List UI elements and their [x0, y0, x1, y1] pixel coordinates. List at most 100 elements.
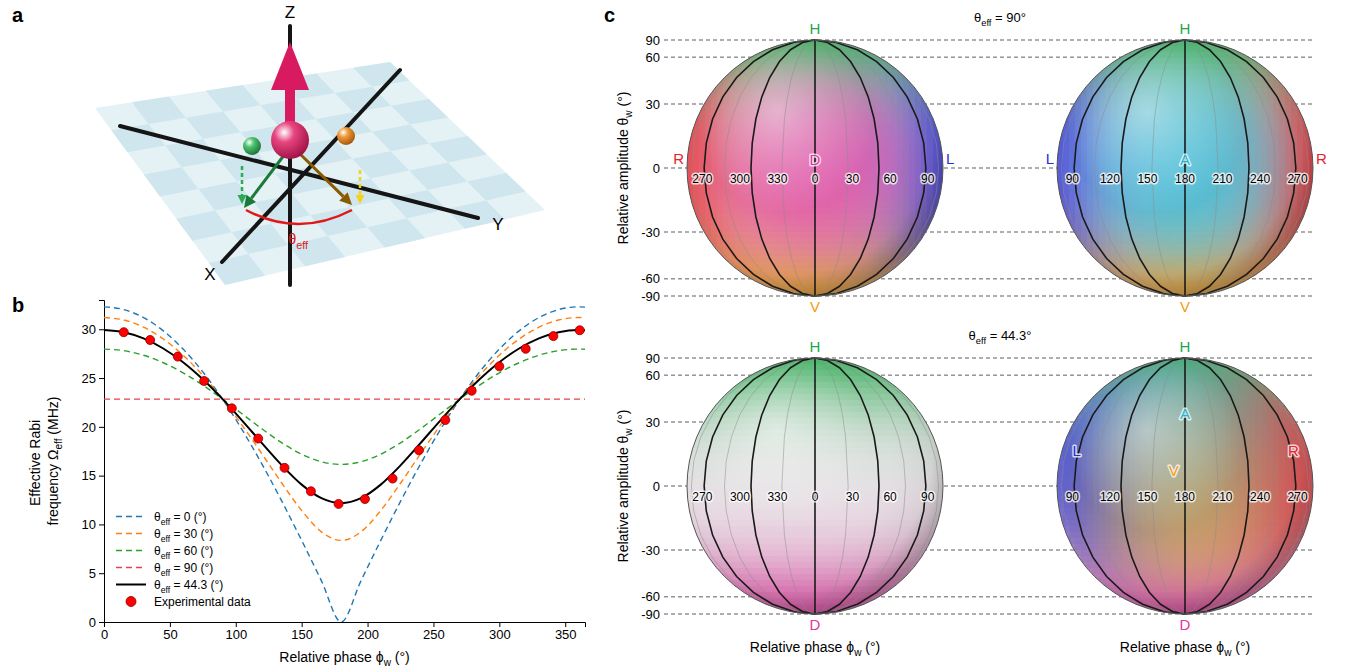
sphere-cell — [693, 106, 700, 113]
x-axis — [222, 70, 400, 262]
phase-tick-label: 60 — [883, 172, 897, 186]
sphere-cell — [927, 100, 934, 107]
meridian — [815, 40, 926, 296]
text-run: Experimental data — [154, 595, 251, 609]
figure: aZYXθeffb0501001502002503003500510152025… — [0, 0, 1351, 672]
text-run: frequency — [45, 460, 61, 525]
y-tick-mark — [99, 378, 104, 379]
text-run: (°) — [391, 649, 410, 665]
sphere-cell — [1057, 208, 1064, 215]
yellow-dashed-arrow-head — [356, 195, 365, 204]
sphere-cell — [1063, 106, 1070, 113]
data-point — [254, 434, 263, 443]
latitude-tick-label: -90 — [641, 289, 660, 304]
meridian — [815, 40, 879, 296]
meridian — [691, 40, 815, 296]
text-run: (°) — [615, 92, 631, 111]
sphere-rim — [687, 40, 943, 296]
plane-cell — [176, 211, 231, 241]
text-run: = 60 (°) — [170, 544, 213, 558]
panel-letter: c — [604, 4, 615, 26]
sphere-base — [687, 40, 943, 296]
x-tick-label: 100 — [225, 627, 247, 642]
legend-label: θeff = 44.3 (°) — [154, 578, 223, 595]
text-run: Relative phase — [279, 649, 376, 665]
sphere-cell — [1081, 250, 1088, 257]
latitude-tick-label: -60 — [641, 271, 660, 286]
sphere-cell — [939, 124, 946, 131]
spin-head — [271, 42, 309, 90]
orange-ball — [337, 127, 355, 145]
y-tick-mark — [99, 573, 104, 574]
sphere-cell — [921, 88, 928, 95]
legend-line — [116, 516, 146, 517]
text-run: θ — [974, 10, 981, 25]
data-point — [388, 474, 397, 483]
data-point — [200, 376, 209, 385]
sphere-cell — [939, 202, 946, 209]
latitude-tick-label: 60 — [646, 50, 660, 65]
plot-area — [104, 307, 585, 622]
sphere-cell — [927, 232, 934, 239]
sphere-cell — [687, 118, 694, 125]
sphere-cell — [777, 292, 784, 299]
state-label: V — [810, 298, 820, 315]
x-tick: 0 — [101, 622, 108, 642]
green-arrow-head — [244, 195, 256, 208]
x-tick: 300 — [489, 622, 511, 642]
text-run: ϕ — [376, 649, 384, 665]
yellow-dashed-arrow-shaft — [359, 170, 362, 195]
data-point — [575, 326, 584, 335]
y-axis-title: Relative amplitude θw (°) — [615, 92, 634, 245]
y-tick: 25 — [82, 371, 104, 386]
data-point — [173, 352, 182, 361]
text-run: (MHz) — [45, 397, 61, 439]
x-tick-label: 0 — [101, 627, 108, 642]
sphere-cell — [867, 286, 874, 293]
sphere-cell — [915, 250, 922, 257]
legend-line — [116, 567, 146, 568]
legend-label: θeff = 0 (°) — [154, 510, 207, 527]
plane-cell — [186, 112, 241, 139]
x-tick-label: 200 — [357, 627, 379, 642]
angle-arc — [246, 210, 352, 224]
sphere-cell — [1057, 118, 1064, 125]
subscript: eff — [296, 239, 309, 251]
plane-cell — [144, 167, 199, 196]
text-run: Ω — [45, 450, 61, 460]
sphere: 90120150180210240270HVLAR — [1046, 20, 1327, 315]
phase-tick-label: 0 — [812, 172, 819, 186]
sphere-row: 9060300-30-60-90Relative amplitude θw (°… — [615, 10, 1327, 315]
y-axis: 051015202530 — [82, 301, 105, 630]
y-tick-mark — [99, 524, 104, 525]
plane-cell — [111, 124, 165, 152]
plane-cell — [288, 236, 345, 266]
legend: θeff = 0 (°)θeff = 30 (°)θeff = 60 (°)θe… — [116, 510, 251, 609]
sphere-cell — [735, 274, 742, 281]
plane-cell — [467, 173, 526, 200]
legend-label: Experimental data — [154, 595, 251, 609]
x-tick: 50 — [163, 622, 177, 642]
axis-label: Y — [492, 215, 503, 234]
text-run: = 90 (°) — [170, 561, 213, 575]
meridian — [782, 40, 815, 296]
latitude-tick-label: 90 — [646, 33, 660, 48]
plane-cell — [132, 97, 186, 124]
sphere: 2703003300306090HVDRL — [673, 20, 954, 315]
sphere-cell — [1063, 226, 1070, 233]
spin-ball — [271, 121, 309, 159]
sphere-cell — [711, 250, 718, 257]
sphere-base — [1057, 40, 1313, 296]
sphere-cell — [1069, 94, 1076, 101]
y-tick: 10 — [82, 517, 104, 532]
data-point — [467, 386, 476, 395]
phase-tick-label: 270 — [692, 172, 712, 186]
row-title: θeff = 90° — [974, 10, 1026, 28]
sphere-cell — [915, 82, 922, 89]
phase-tick-label: 330 — [767, 172, 787, 186]
sphere-cell — [759, 286, 766, 293]
sphere-surface — [1057, 40, 1316, 299]
phase-tick-label: 90 — [921, 172, 935, 186]
sphere-cell — [909, 256, 916, 263]
y-tick-label: 20 — [82, 420, 96, 435]
